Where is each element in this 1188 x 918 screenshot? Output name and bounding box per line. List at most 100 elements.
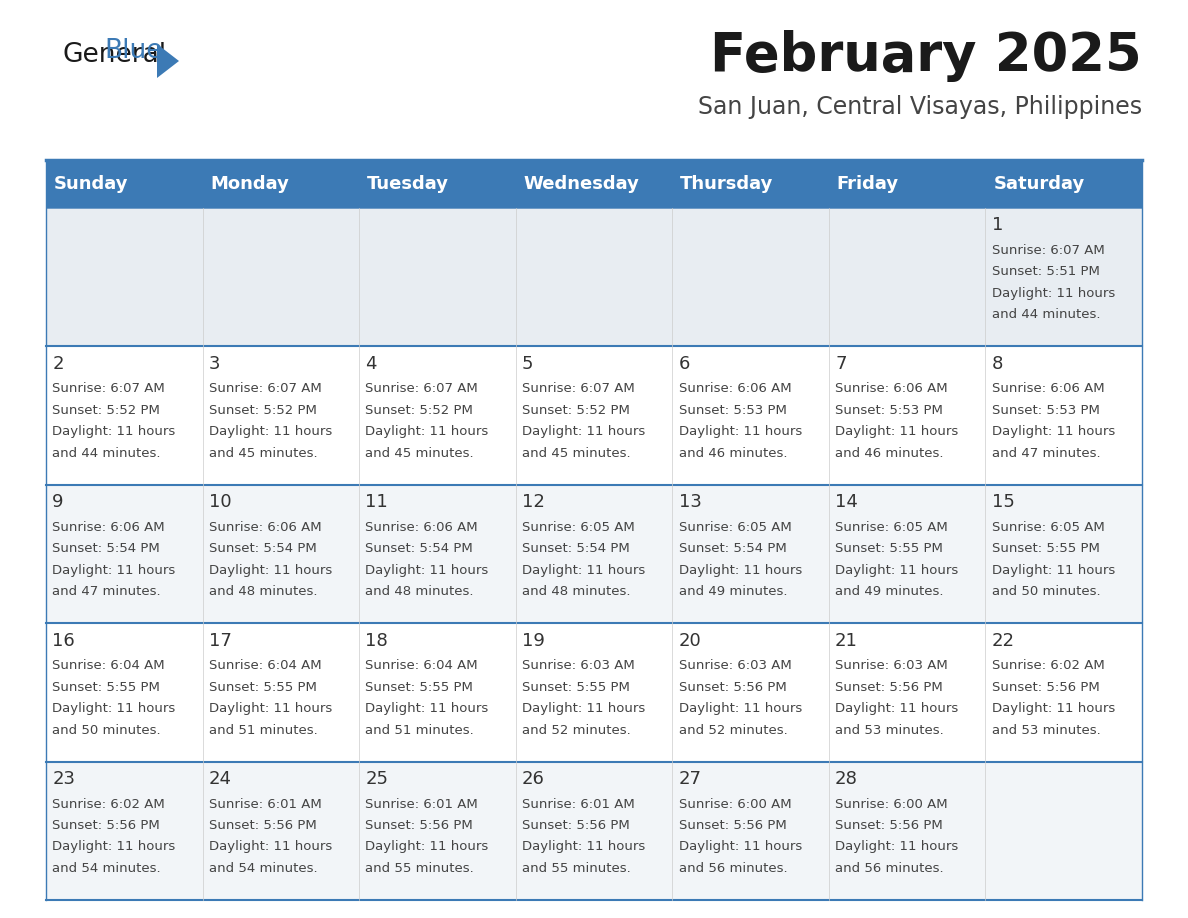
Text: Sunrise: 6:02 AM: Sunrise: 6:02 AM [992,659,1105,672]
Text: Sunset: 5:56 PM: Sunset: 5:56 PM [522,819,630,832]
Text: Daylight: 11 hours: Daylight: 11 hours [522,564,645,577]
Text: Sunset: 5:56 PM: Sunset: 5:56 PM [992,680,1099,694]
Text: Daylight: 11 hours: Daylight: 11 hours [52,564,176,577]
Text: and 47 minutes.: and 47 minutes. [992,447,1100,460]
Bar [46,485,203,623]
Text: Thursday: Thursday [680,175,773,193]
Text: Sunrise: 6:04 AM: Sunrise: 6:04 AM [52,659,165,672]
Text: 23: 23 [52,770,75,788]
Text: Daylight: 11 hours: Daylight: 11 hours [209,841,333,854]
Bar [829,346,985,485]
Bar [985,160,1142,208]
Bar [516,346,672,485]
Text: and 48 minutes.: and 48 minutes. [366,585,474,599]
Bar [672,623,829,762]
Text: Sunrise: 6:06 AM: Sunrise: 6:06 AM [678,383,791,396]
Text: and 45 minutes.: and 45 minutes. [522,447,631,460]
Text: and 53 minutes.: and 53 minutes. [992,723,1100,736]
Bar [516,208,672,346]
Text: Sunset: 5:52 PM: Sunset: 5:52 PM [366,404,473,417]
Text: Sunset: 5:56 PM: Sunset: 5:56 PM [678,819,786,832]
Text: and 56 minutes.: and 56 minutes. [835,862,943,875]
Text: Sunrise: 6:06 AM: Sunrise: 6:06 AM [366,521,478,533]
Text: Sunset: 5:53 PM: Sunset: 5:53 PM [678,404,786,417]
Text: Sunset: 5:54 PM: Sunset: 5:54 PM [52,543,160,555]
Text: Wednesday: Wednesday [524,175,639,193]
Text: and 44 minutes.: and 44 minutes. [52,447,160,460]
Text: San Juan, Central Visayas, Philippines: San Juan, Central Visayas, Philippines [697,95,1142,119]
Text: Daylight: 11 hours: Daylight: 11 hours [209,702,333,715]
Bar [985,208,1142,346]
Text: Blue: Blue [105,38,163,64]
Bar [829,762,985,900]
Text: Sunrise: 6:07 AM: Sunrise: 6:07 AM [992,244,1105,257]
Text: and 51 minutes.: and 51 minutes. [209,723,317,736]
Text: Sunrise: 6:07 AM: Sunrise: 6:07 AM [209,383,322,396]
Bar [46,762,203,900]
Text: and 55 minutes.: and 55 minutes. [366,862,474,875]
Text: 16: 16 [52,632,75,650]
Text: and 52 minutes.: and 52 minutes. [678,723,788,736]
Text: Sunrise: 6:03 AM: Sunrise: 6:03 AM [522,659,634,672]
Text: 2: 2 [52,354,64,373]
Bar [46,346,203,485]
Bar [672,762,829,900]
Text: Sunset: 5:55 PM: Sunset: 5:55 PM [209,680,317,694]
Text: Sunset: 5:56 PM: Sunset: 5:56 PM [835,680,943,694]
Text: Daylight: 11 hours: Daylight: 11 hours [835,425,959,438]
Text: Sunset: 5:53 PM: Sunset: 5:53 PM [835,404,943,417]
Text: Sunrise: 6:06 AM: Sunrise: 6:06 AM [835,383,948,396]
Bar [203,208,359,346]
Text: Daylight: 11 hours: Daylight: 11 hours [52,841,176,854]
Text: Sunset: 5:55 PM: Sunset: 5:55 PM [522,680,630,694]
Bar [985,346,1142,485]
Text: 27: 27 [678,770,702,788]
Text: Daylight: 11 hours: Daylight: 11 hours [835,702,959,715]
Text: Sunrise: 6:01 AM: Sunrise: 6:01 AM [366,798,478,811]
Text: Daylight: 11 hours: Daylight: 11 hours [522,841,645,854]
Text: 8: 8 [992,354,1003,373]
Text: Sunset: 5:51 PM: Sunset: 5:51 PM [992,265,1100,278]
Text: Sunset: 5:54 PM: Sunset: 5:54 PM [366,543,473,555]
Text: 10: 10 [209,493,232,511]
Text: 15: 15 [992,493,1015,511]
Text: Sunset: 5:55 PM: Sunset: 5:55 PM [366,680,473,694]
Text: Daylight: 11 hours: Daylight: 11 hours [366,702,488,715]
Text: Friday: Friday [836,175,899,193]
Text: Sunrise: 6:05 AM: Sunrise: 6:05 AM [522,521,634,533]
Text: Daylight: 11 hours: Daylight: 11 hours [835,564,959,577]
Bar [985,762,1142,900]
Text: Daylight: 11 hours: Daylight: 11 hours [209,425,333,438]
Text: Sunset: 5:53 PM: Sunset: 5:53 PM [992,404,1100,417]
Text: and 50 minutes.: and 50 minutes. [992,585,1100,599]
Text: 1: 1 [992,217,1003,234]
Text: 28: 28 [835,770,858,788]
Text: Sunset: 5:56 PM: Sunset: 5:56 PM [52,819,160,832]
Text: and 46 minutes.: and 46 minutes. [835,447,943,460]
Bar [203,762,359,900]
Bar [516,160,672,208]
Text: Sunset: 5:52 PM: Sunset: 5:52 PM [209,404,317,417]
Text: Daylight: 11 hours: Daylight: 11 hours [678,425,802,438]
Bar [985,485,1142,623]
Bar [672,208,829,346]
Text: Sunrise: 6:00 AM: Sunrise: 6:00 AM [678,798,791,811]
Bar [985,623,1142,762]
Text: Sunset: 5:52 PM: Sunset: 5:52 PM [52,404,160,417]
Bar [516,762,672,900]
Text: Daylight: 11 hours: Daylight: 11 hours [992,287,1116,300]
Text: Sunrise: 6:04 AM: Sunrise: 6:04 AM [366,659,478,672]
Bar [46,160,203,208]
Text: Sunrise: 6:05 AM: Sunrise: 6:05 AM [835,521,948,533]
Bar [359,346,516,485]
Bar [359,762,516,900]
Text: and 52 minutes.: and 52 minutes. [522,723,631,736]
Text: and 53 minutes.: and 53 minutes. [835,723,944,736]
Text: Sunrise: 6:01 AM: Sunrise: 6:01 AM [209,798,322,811]
Text: Sunset: 5:54 PM: Sunset: 5:54 PM [209,543,316,555]
Text: Sunset: 5:55 PM: Sunset: 5:55 PM [835,543,943,555]
Text: Sunrise: 6:07 AM: Sunrise: 6:07 AM [522,383,634,396]
Text: Daylight: 11 hours: Daylight: 11 hours [366,564,488,577]
Text: General: General [62,42,166,68]
Text: Sunrise: 6:02 AM: Sunrise: 6:02 AM [52,798,165,811]
